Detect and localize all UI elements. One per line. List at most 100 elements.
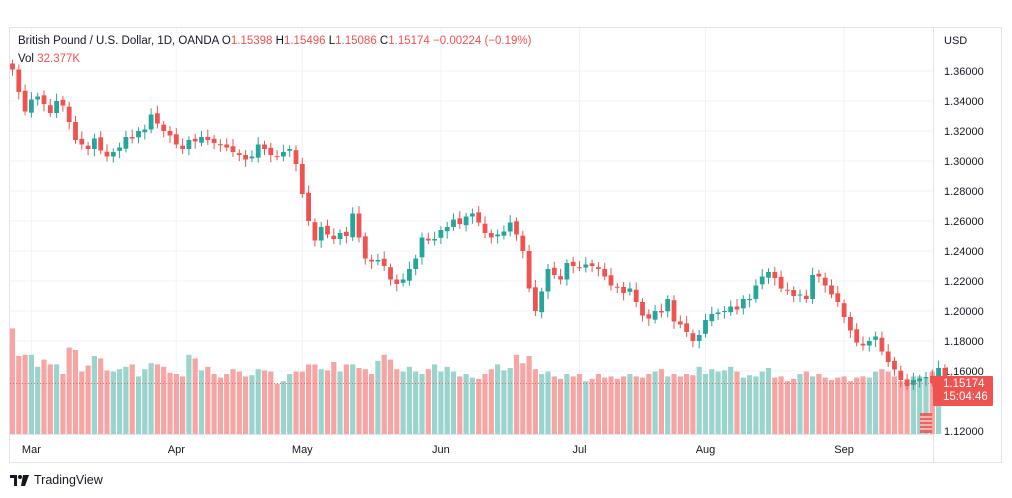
candle-body bbox=[734, 306, 740, 310]
y-tick-label: 1.32000 bbox=[944, 126, 984, 138]
candle-body bbox=[438, 230, 444, 238]
candle-body bbox=[375, 260, 381, 262]
volume-bar bbox=[627, 374, 633, 434]
candle-body bbox=[470, 213, 475, 217]
volume-bar bbox=[9, 328, 16, 434]
candle-body bbox=[337, 233, 343, 239]
volume-bar bbox=[255, 369, 261, 434]
candle-body bbox=[425, 238, 431, 241]
volume-bar bbox=[343, 364, 349, 434]
candle-body bbox=[457, 218, 463, 224]
candle-body bbox=[167, 131, 173, 136]
candle-body bbox=[54, 101, 59, 113]
last-price-badge: 1.15174 15:04:46 bbox=[933, 376, 993, 406]
candle-body bbox=[614, 286, 620, 288]
candle-body bbox=[173, 134, 179, 145]
candle-body bbox=[929, 375, 935, 383]
volume-bar bbox=[129, 364, 135, 434]
candle-body bbox=[413, 258, 419, 269]
volume-bar bbox=[772, 377, 778, 434]
x-tick-label: May bbox=[292, 444, 313, 456]
flag-icon[interactable] bbox=[919, 411, 933, 435]
candle-body bbox=[356, 213, 362, 238]
volume-bar bbox=[854, 377, 860, 434]
volume-bar bbox=[287, 374, 293, 434]
candle-body bbox=[10, 63, 15, 70]
volume-bar bbox=[60, 374, 66, 434]
y-tick-label: 1.18000 bbox=[944, 336, 984, 348]
volume-bar bbox=[268, 371, 274, 434]
volume-bar bbox=[463, 374, 469, 434]
candle-body bbox=[432, 239, 437, 241]
candle-body bbox=[520, 235, 526, 251]
candle-body bbox=[627, 288, 633, 292]
candle-body bbox=[740, 299, 746, 309]
candle-body bbox=[803, 295, 809, 299]
candle-body bbox=[199, 137, 204, 143]
volume-bar bbox=[205, 366, 211, 434]
high-key: H bbox=[275, 35, 284, 47]
candle-body bbox=[791, 290, 797, 296]
volume-bar bbox=[274, 383, 280, 434]
high-value: 1.15496 bbox=[283, 35, 326, 47]
candle-body bbox=[501, 231, 507, 236]
candle-body bbox=[129, 137, 135, 139]
candle-body bbox=[911, 380, 916, 385]
volume-bar bbox=[532, 369, 538, 434]
candle-body bbox=[766, 272, 771, 278]
volume-bar bbox=[236, 371, 242, 434]
low-value: 1.15086 bbox=[335, 35, 377, 47]
candle-body bbox=[684, 323, 689, 332]
candle-body bbox=[293, 150, 299, 164]
candle-body bbox=[747, 299, 752, 301]
volume-bar bbox=[98, 358, 104, 434]
volume-bar bbox=[438, 371, 444, 434]
volume-bar bbox=[488, 369, 494, 434]
candle-body bbox=[444, 227, 450, 232]
candle-body bbox=[110, 152, 116, 157]
candle-body bbox=[98, 137, 104, 151]
candle-body bbox=[66, 106, 72, 122]
candle-body bbox=[388, 267, 393, 280]
candle-body bbox=[400, 279, 406, 283]
volume-bar bbox=[658, 369, 664, 434]
candle-body bbox=[35, 96, 41, 100]
tradingview-brand[interactable]: TradingView bbox=[10, 473, 103, 487]
candle-body bbox=[186, 140, 192, 149]
volume-bar bbox=[110, 371, 116, 434]
y-tick-label: 1.34000 bbox=[944, 96, 984, 108]
volume-bar bbox=[810, 376, 816, 434]
volume-bar bbox=[22, 354, 28, 434]
volume-bar bbox=[337, 371, 343, 434]
volume-bar bbox=[154, 364, 160, 434]
currency-label: USD bbox=[944, 35, 968, 47]
volume-bar bbox=[753, 376, 759, 434]
volume-bar bbox=[79, 371, 85, 434]
volume-bar bbox=[728, 366, 734, 434]
volume-bar bbox=[551, 376, 557, 434]
candle-body bbox=[230, 146, 236, 152]
candle-body bbox=[602, 269, 608, 277]
candle-body bbox=[551, 267, 557, 275]
open-key: O bbox=[221, 35, 231, 47]
symbol-title: British Pound / U.S. Dollar, 1D, OANDA bbox=[18, 35, 219, 47]
candle-body bbox=[816, 273, 822, 277]
candle-body bbox=[155, 113, 160, 124]
candle-body bbox=[728, 306, 734, 313]
candle-body bbox=[312, 222, 318, 241]
x-tick-label: Jun bbox=[432, 444, 450, 456]
volume-bar bbox=[715, 371, 721, 434]
candle-body bbox=[690, 333, 696, 341]
volume-bar bbox=[16, 356, 22, 434]
volume-bar bbox=[180, 376, 186, 434]
candle-body bbox=[419, 237, 425, 258]
close-key: C bbox=[379, 35, 389, 47]
volume-bar bbox=[816, 374, 822, 434]
volume-bar bbox=[394, 369, 400, 434]
candle-body bbox=[369, 259, 374, 262]
candle-body bbox=[633, 289, 639, 302]
volume-bar bbox=[507, 368, 513, 434]
volume-bar bbox=[570, 376, 576, 434]
candle-body bbox=[381, 258, 387, 266]
